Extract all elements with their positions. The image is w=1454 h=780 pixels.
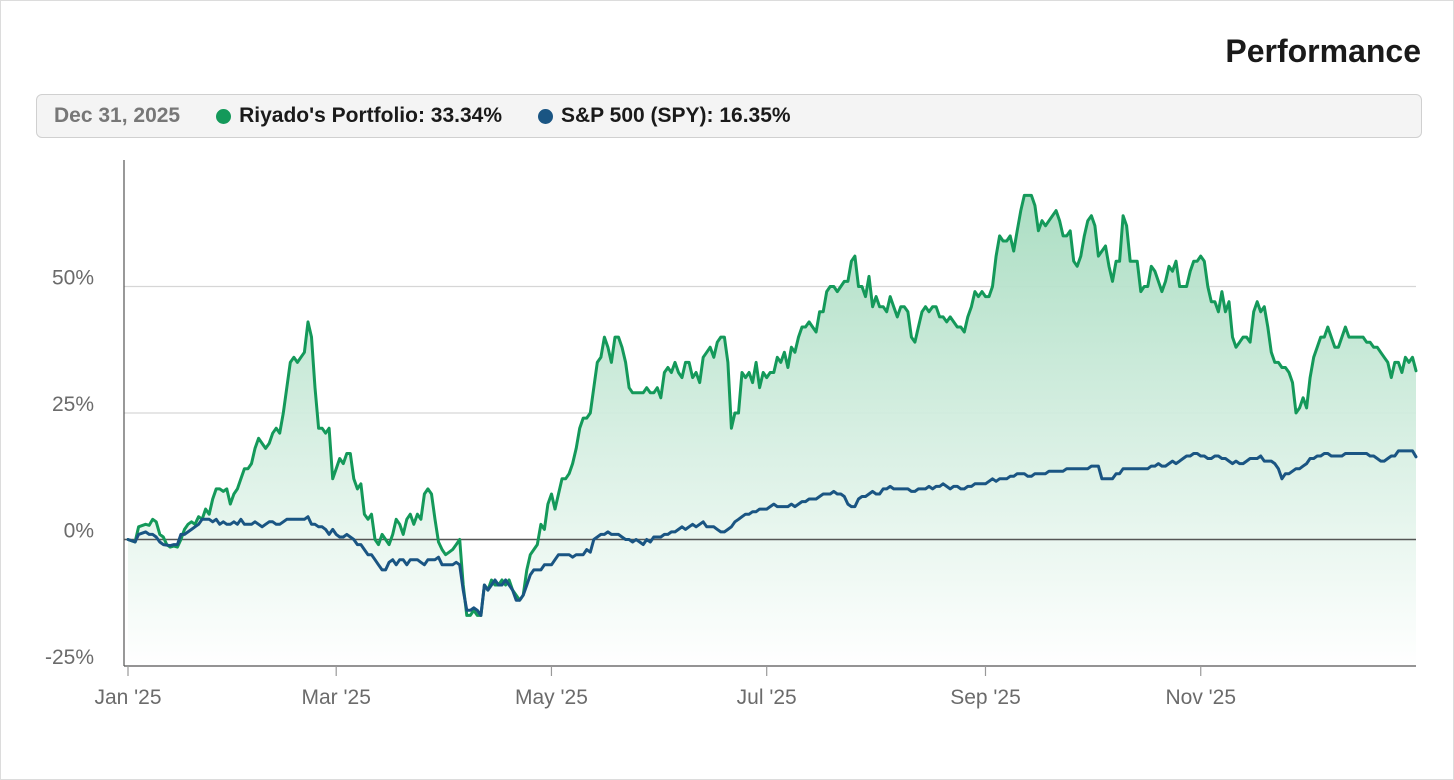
legend-date: Dec 31, 2025 <box>54 104 181 127</box>
axis-layer <box>123 160 1416 676</box>
y-tick-label-3: 50% <box>52 267 94 290</box>
spy-dot-icon <box>538 108 553 124</box>
legend-portfolio-label: Riyado's Portfolio: 33.34% <box>239 104 502 127</box>
y-tick-label-0: -25% <box>45 646 94 669</box>
legend-item-portfolio[interactable]: Riyado's Portfolio: 33.34% <box>216 104 502 128</box>
x-tick-label-2: May '25 <box>515 686 588 709</box>
x-tick-label-4: Sep '25 <box>950 686 1021 709</box>
chart-title: Performance <box>1225 33 1421 69</box>
y-tick-label-1: 0% <box>64 520 94 543</box>
label-layer: -25% 0% 25% 50% Jan '25 Mar '25 May '25 Jul '25… <box>45 267 1236 710</box>
portfolio-line[interactable] <box>126 193 1418 617</box>
legend-bar: Dec 31, 2025 Riyado's Portfolio: 33.34% … <box>36 94 1422 138</box>
x-tick-label-1: Mar '25 <box>302 686 371 709</box>
spy-line[interactable] <box>126 449 1418 617</box>
portfolio-dot-icon <box>216 108 232 124</box>
x-tick-label-5: Nov '25 <box>1165 686 1236 709</box>
fill-layer <box>128 195 1416 666</box>
legend-item-spy[interactable]: S&P 500 (SPY): 16.35% <box>538 104 791 128</box>
x-tick-label-0: Jan '25 <box>94 686 161 709</box>
legend-spy-label: S&P 500 (SPY): 16.35% <box>561 104 791 127</box>
y-tick-label-2: 25% <box>52 393 94 416</box>
series-layer <box>126 193 1418 617</box>
portfolio-area-fill <box>128 195 1416 666</box>
x-tick-label-3: Jul '25 <box>737 686 797 709</box>
